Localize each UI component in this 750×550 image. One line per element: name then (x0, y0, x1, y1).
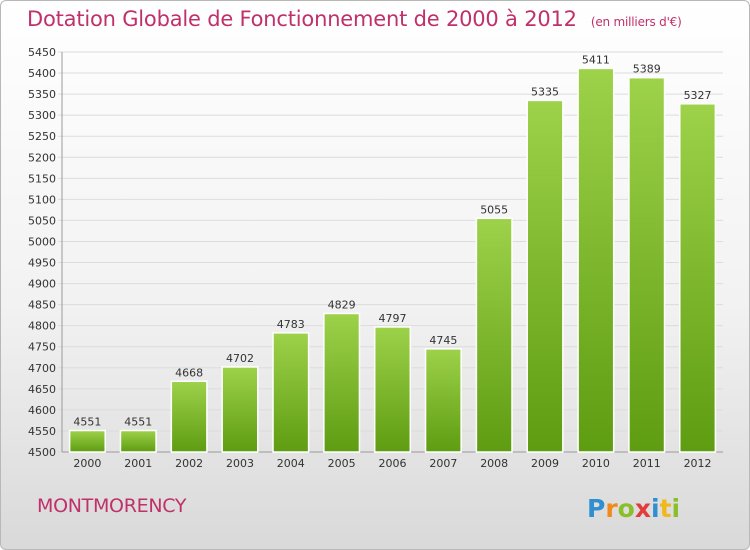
y-tick-label: 4900 (28, 278, 56, 291)
bar (577, 67, 615, 453)
x-tick-label: 2007 (429, 457, 457, 470)
x-tick-label: 2010 (582, 457, 610, 470)
x-tick-label: 2011 (633, 457, 661, 470)
proxiti-logo: Proxiti (587, 494, 680, 523)
bar (272, 332, 310, 453)
y-tick-label: 5200 (28, 151, 56, 164)
y-tick-label: 5450 (28, 46, 56, 59)
bar-value-label: 4551 (124, 416, 152, 429)
x-tick-label: 2003 (226, 457, 254, 470)
y-tick-label: 4550 (28, 425, 56, 438)
y-tick-label: 5150 (28, 172, 56, 185)
chart-title-text: Dotation Globale de Fonctionnement de 20… (27, 7, 577, 31)
x-tick-label: 2008 (480, 457, 508, 470)
bar (68, 429, 106, 453)
bar (119, 429, 157, 453)
y-tick-label: 5400 (28, 67, 56, 80)
y-tick-label: 5350 (28, 88, 56, 101)
bar-value-label: 4783 (277, 318, 305, 331)
y-tick-label: 4800 (28, 320, 56, 333)
bar-value-label: 5411 (582, 53, 610, 66)
y-tick-label: 5250 (28, 130, 56, 143)
x-tick-label: 2004 (277, 457, 305, 470)
y-tick-label: 4750 (28, 341, 56, 354)
bar-value-label: 5389 (633, 63, 661, 76)
bar-value-label: 4551 (73, 416, 101, 429)
y-tick-label: 5000 (28, 235, 56, 248)
bar-value-label: 5327 (684, 89, 712, 102)
y-tick-label: 5100 (28, 193, 56, 206)
bar-value-label: 5335 (531, 85, 559, 98)
x-tick-label: 2009 (531, 457, 559, 470)
x-tick-label: 2000 (73, 457, 101, 470)
bar (679, 103, 717, 453)
bar (475, 217, 513, 453)
y-tick-label: 4600 (28, 404, 56, 417)
bar-value-label: 4797 (379, 312, 407, 325)
bar (628, 76, 666, 453)
bar-value-label: 5055 (480, 203, 508, 216)
x-tick-label: 2005 (328, 457, 356, 470)
bar (323, 312, 361, 453)
bar-value-label: 4702 (226, 352, 254, 365)
x-tick-label: 2006 (379, 457, 407, 470)
bar (170, 380, 208, 453)
svg-text:Proxiti: Proxiti (587, 494, 680, 523)
bar-value-label: 4745 (429, 334, 457, 347)
y-tick-label: 5300 (28, 109, 56, 122)
x-tick-label: 2002 (175, 457, 203, 470)
y-tick-label: 4500 (28, 446, 56, 459)
y-tick-label: 5050 (28, 214, 56, 227)
y-tick-label: 4950 (28, 257, 56, 270)
y-tick-label: 4850 (28, 299, 56, 312)
bar (424, 348, 462, 453)
y-tick-label: 4650 (28, 383, 56, 396)
x-tick-label: 2001 (124, 457, 152, 470)
chart-title: Dotation Globale de Fonctionnement de 20… (27, 7, 682, 31)
y-tick-label: 4700 (28, 362, 56, 375)
x-tick-label: 2012 (684, 457, 712, 470)
bar-value-label: 4668 (175, 366, 203, 379)
chart-subtitle: (en milliers d'€) (590, 15, 682, 29)
bar (526, 99, 564, 453)
bar (373, 326, 412, 453)
city-name: MONTMORENCY (37, 495, 187, 517)
bar-value-label: 4829 (328, 298, 356, 311)
bar (221, 366, 259, 453)
